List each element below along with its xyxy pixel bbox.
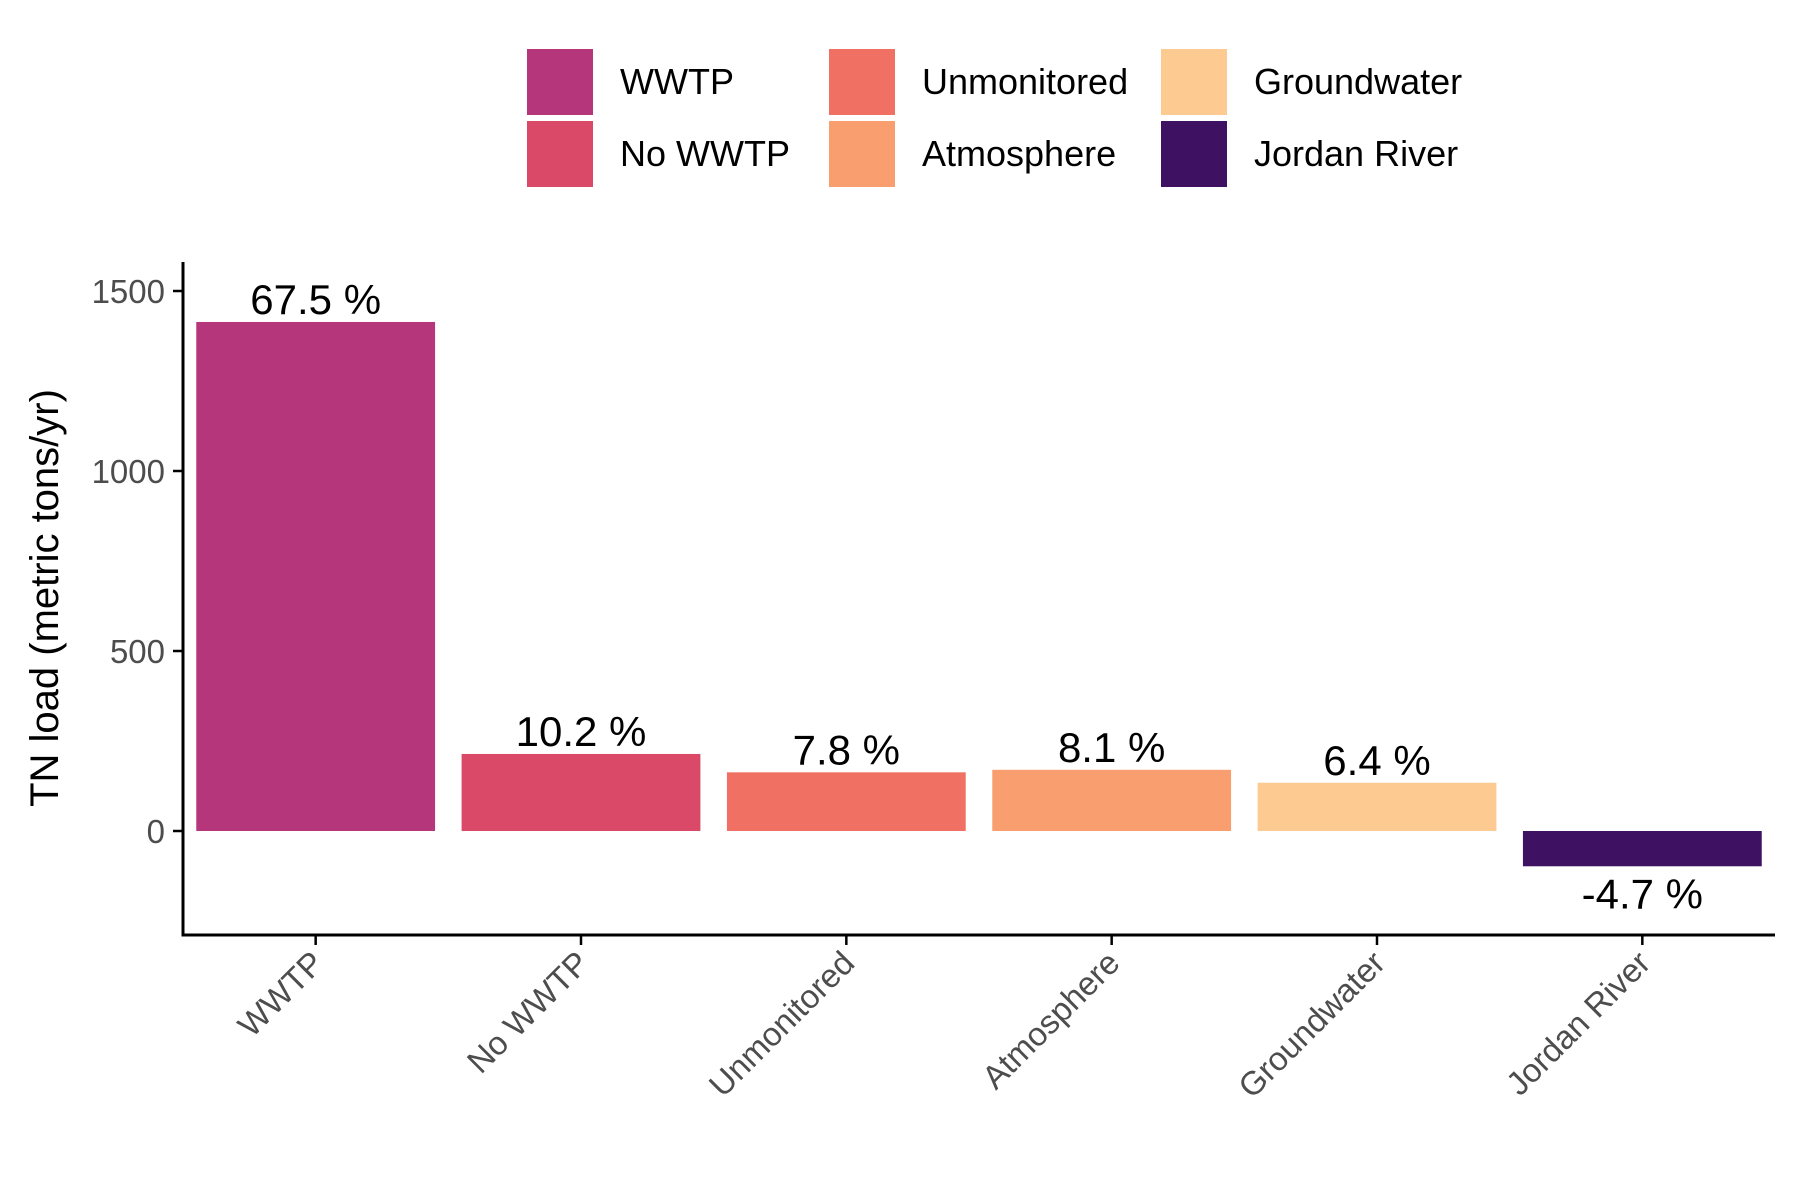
- legend-label-jordan-river: Jordan River: [1254, 133, 1458, 174]
- legend-item-unmonitored: Unmonitored: [829, 49, 1128, 115]
- x-tick-label-atmosphere: Atmosphere: [975, 944, 1127, 1096]
- data-label-groundwater: 6.4 %: [1323, 737, 1430, 784]
- y-tick-label-1000: 1000: [92, 453, 165, 490]
- legend-label-no-wwtp: No WWTP: [620, 133, 790, 174]
- x-tick-label-no-wwtp: No WWTP: [460, 944, 596, 1080]
- legend-swatch-wwtp: [527, 49, 593, 115]
- legend-swatch-groundwater: [1161, 49, 1227, 115]
- legend-label-groundwater: Groundwater: [1254, 61, 1462, 102]
- y-tick-label-500: 500: [110, 633, 165, 670]
- legend-swatch-no-wwtp: [527, 121, 593, 187]
- bar-unmonitored: [726, 772, 966, 831]
- legend-label-wwtp: WWTP: [620, 61, 734, 102]
- legend-swatch-unmonitored: [829, 49, 895, 115]
- axes: TN load (metric tons/yr): [23, 262, 1775, 937]
- legend-item-groundwater: Groundwater: [1161, 49, 1462, 115]
- x-tick-label-wwtp: WWTP: [231, 944, 331, 1044]
- data-label-wwtp: 67.5 %: [250, 276, 381, 323]
- data-label-atmosphere: 8.1 %: [1058, 724, 1165, 771]
- legend-swatch-atmosphere: [829, 121, 895, 187]
- legend-label-unmonitored: Unmonitored: [922, 61, 1128, 102]
- y-axis-title: TN load (metric tons/yr): [23, 389, 67, 807]
- legend-item-jordan-river: Jordan River: [1161, 121, 1458, 187]
- bar-jordan-river: [1522, 831, 1762, 867]
- bar-groundwater: [1257, 782, 1497, 831]
- x-tick-label-groundwater: Groundwater: [1231, 944, 1392, 1105]
- legend-swatch-jordan-river: [1161, 121, 1227, 187]
- data-labels: 67.5 % 10.2 % 7.8 % 8.1 % 6.4 % -4.7 %: [250, 276, 1703, 917]
- bar-atmosphere: [992, 769, 1232, 831]
- legend-label-atmosphere: Atmosphere: [922, 133, 1116, 174]
- bars: [196, 321, 1762, 867]
- y-tick-label-0: 0: [147, 813, 165, 850]
- legend-item-atmosphere: Atmosphere: [829, 121, 1116, 187]
- x-tick-label-unmonitored: Unmonitored: [702, 944, 862, 1104]
- data-label-unmonitored: 7.8 %: [793, 726, 900, 773]
- data-label-no-wwtp: 10.2 %: [516, 708, 647, 755]
- legend: WWTP No WWTP Unmonitored Atmosphere Groundwa…: [527, 49, 1462, 187]
- x-tick-label-jordan-river: Jordan River: [1499, 944, 1657, 1102]
- y-tick-label-1500: 1500: [92, 273, 165, 310]
- bar-wwtp: [196, 321, 436, 831]
- legend-item-no-wwtp: No WWTP: [527, 121, 790, 187]
- bar-no-wwtp: [461, 753, 701, 831]
- legend-item-wwtp: WWTP: [527, 49, 734, 115]
- data-label-jordan-river: -4.7 %: [1582, 870, 1703, 917]
